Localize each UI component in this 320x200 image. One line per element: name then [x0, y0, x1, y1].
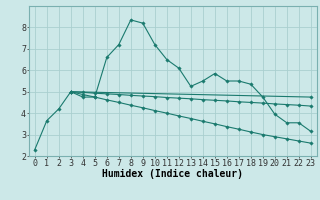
X-axis label: Humidex (Indice chaleur): Humidex (Indice chaleur): [102, 169, 243, 179]
